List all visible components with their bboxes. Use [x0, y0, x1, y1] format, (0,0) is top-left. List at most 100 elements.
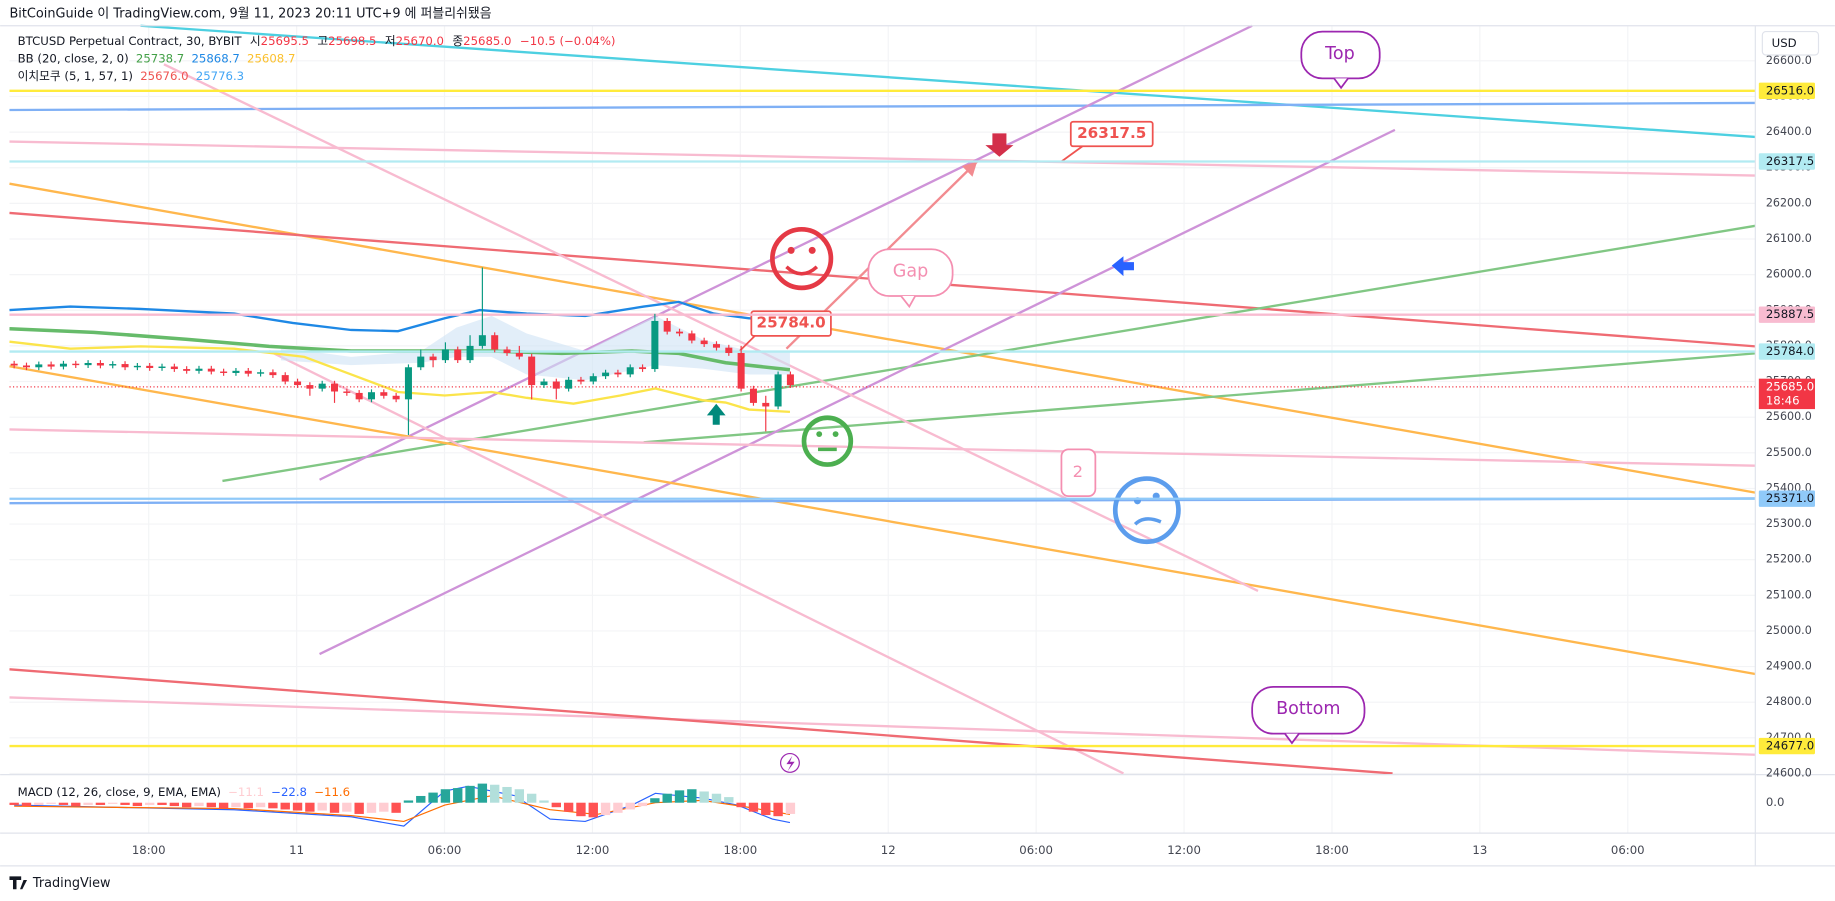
candle-body: [466, 345, 474, 361]
neutral-face: [801, 415, 854, 467]
last-price-label: 25685.0: [1766, 379, 1814, 393]
candle-body: [183, 369, 191, 371]
button-frame[interactable]: [1761, 31, 1820, 56]
candle-body: [331, 383, 339, 392]
trendline: [643, 352, 1756, 444]
macd-bar: [662, 793, 672, 803]
arrow-head: [961, 161, 978, 177]
macd-bar: [108, 802, 118, 804]
candle-body: [207, 368, 215, 372]
macd-bar: [132, 802, 143, 807]
trendline: [9, 101, 1756, 112]
price-tag-label: 25784.0: [1766, 344, 1814, 358]
y-tick-label: 24900.0: [1766, 660, 1812, 673]
legend-bb: BB (20, close, 2, 0) 25738.7 25868.7 256…: [18, 51, 296, 65]
macd-bar: [342, 802, 352, 812]
candle-body: [367, 392, 375, 400]
candle-body: [59, 363, 67, 367]
countdown-label: 18:46: [1766, 393, 1800, 407]
x-tick-label: 18:00: [132, 843, 166, 857]
candle-body: [343, 391, 351, 393]
callout-text: Top: [1324, 44, 1355, 64]
x-tick-label: 13: [1472, 843, 1487, 857]
indicator-name: MACD (12, 26, close, 9, EMA, EMA): [18, 785, 221, 799]
indicator-value: −11.6: [314, 785, 350, 799]
candle-body: [47, 364, 55, 367]
candle-body: [109, 364, 117, 366]
macd-bar: [613, 802, 623, 813]
footer-text: TradingView: [32, 876, 111, 891]
entry-callout: 25784.0: [739, 310, 832, 352]
macd-bar: [317, 802, 327, 811]
x-tick-label: 18:00: [723, 843, 757, 857]
y-tick-label: 25100.0: [1766, 588, 1812, 601]
macd-bar: [687, 789, 697, 803]
price-tag-label: 26317.5: [1766, 154, 1814, 168]
macd-bar: [366, 802, 377, 813]
candle-body: [589, 376, 597, 382]
currency-label[interactable]: USD: [1772, 36, 1797, 50]
candles: [10, 267, 794, 435]
trendline: [268, 349, 1124, 775]
x-tick-label: 18:00: [1315, 843, 1349, 857]
candle-body: [478, 335, 486, 346]
top-callout: Top: [1300, 30, 1381, 90]
candle-body: [639, 367, 647, 370]
macd-bar: [785, 802, 796, 814]
candle-body: [651, 320, 659, 370]
macd-bar: [83, 802, 93, 805]
callout-text: 2: [1073, 462, 1083, 481]
candle-body: [257, 372, 265, 374]
candle-body: [552, 381, 560, 389]
indicator-value: −22.8: [271, 785, 307, 799]
left-arrow: [1111, 256, 1134, 277]
candle-body: [96, 362, 104, 366]
happy-face: [770, 227, 834, 291]
candle-body: [244, 370, 252, 374]
candle-body: [700, 340, 708, 345]
last-price-tag: [1758, 378, 1815, 410]
macd-bar: [514, 789, 525, 803]
macd-bar: [46, 802, 56, 804]
gap-callout: Gap: [867, 248, 954, 309]
ohlc-value: 25685.0: [463, 33, 511, 47]
currency-button[interactable]: USD: [1761, 31, 1820, 56]
candle-body: [84, 362, 92, 366]
candle-body: [269, 372, 277, 376]
candle-body: [133, 365, 141, 368]
trendline: [319, 128, 1396, 656]
lightning-icon: [780, 752, 800, 773]
candle-body: [565, 379, 573, 389]
ohlc-key: 시: [250, 33, 261, 47]
macd-bar: [243, 802, 253, 809]
y-tick-label: 24800.0: [1766, 695, 1812, 708]
ohlc-key: 저: [385, 33, 396, 47]
legend-macd: MACD (12, 26, close, 9, EMA, EMA) −11.1 …: [18, 785, 350, 799]
macd-bar: [490, 784, 500, 803]
macd-bar: [9, 802, 19, 805]
indicator-value: 25608.7: [247, 51, 295, 65]
candle-body: [737, 353, 745, 389]
wave-callout: 2: [1060, 448, 1097, 498]
ohlc-value: 25695.5: [261, 33, 309, 47]
down-arrow: [985, 133, 1014, 157]
macd-bar: [674, 790, 685, 803]
macd-zero-label: 0.0: [1766, 795, 1785, 809]
candle-body: [281, 375, 289, 382]
macd-bar: [206, 802, 216, 808]
macd-bar: [724, 797, 734, 803]
trendline: [140, 24, 1756, 139]
x-tick-label: 11: [289, 843, 304, 857]
macd-bar: [576, 802, 586, 817]
macd-bar: [453, 788, 463, 803]
macd-bar: [181, 802, 192, 808]
y-tick-label: 26200.0: [1766, 196, 1812, 209]
candle-body: [515, 353, 523, 357]
candle-body: [441, 349, 449, 361]
macd-bar: [255, 802, 266, 808]
x-tick-label: 06:00: [1611, 843, 1645, 857]
candle-body: [417, 356, 425, 368]
candle-body: [749, 388, 757, 403]
macd-bar: [748, 802, 759, 812]
macd-bar: [34, 802, 44, 805]
